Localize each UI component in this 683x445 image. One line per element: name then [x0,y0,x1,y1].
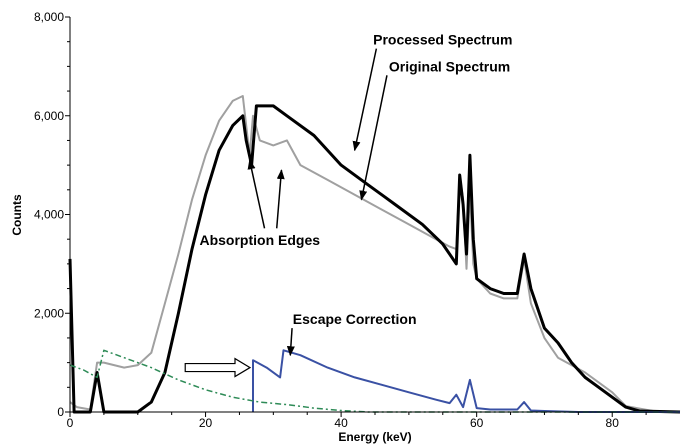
annotation-label-4: Escape Correction [293,311,417,327]
series-line-2 [68,104,681,414]
x-axis-title: Energy (keV) [338,430,411,444]
series-line-1 [69,95,681,413]
annotation-label-3: Absorption Edges [199,232,320,248]
x-tick-label: 60 [470,416,484,430]
annotation-label-2: Original Spectrum [389,58,510,74]
series-line-3 [252,349,680,413]
x-tick-label: 80 [606,416,620,430]
annotation-arrow [247,159,266,229]
x-tick-label: 40 [334,416,348,430]
y-tick-label: 2,000 [34,306,64,320]
y-tick-label: 8,000 [34,10,64,24]
y-tick-label: 4,000 [34,208,64,222]
x-tick-label: 0 [67,416,74,430]
annotation-arrow [286,328,295,357]
annotation-arrow [359,75,388,201]
series-line-4 [69,349,680,413]
annotation-arrow [275,169,285,229]
annotations: Processed Spectrum Original Spectrum Absor… [184,32,512,378]
series-layer [68,95,681,414]
y-tick-label: 6,000 [34,109,64,123]
axes [69,17,680,413]
x-tick-label: 20 [199,416,213,430]
ticks: 0 20 40 60 80 0 2,000 4,000 6,000 8,000 [34,10,647,430]
annotation-label-1: Processed Spectrum [373,32,512,48]
annotation-arrow [352,48,378,152]
hollow-arrow-icon [184,357,252,378]
y-tick-label: 0 [57,405,64,419]
y-axis-title: Counts [10,194,24,236]
